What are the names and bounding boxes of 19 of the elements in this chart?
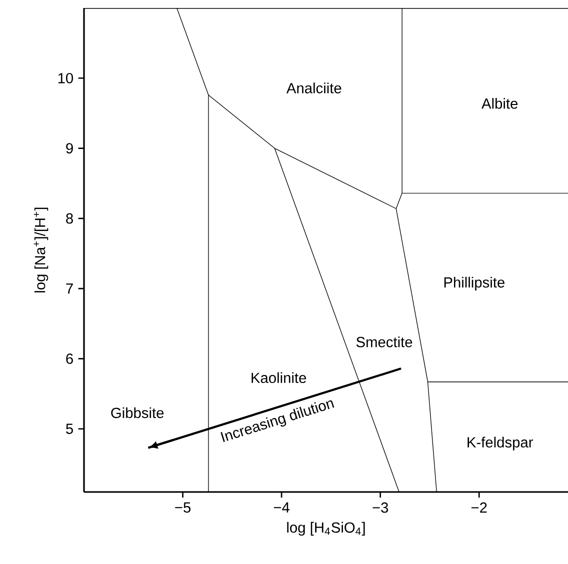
y-tick-label: 5 (66, 424, 73, 434)
y-tick-label: 7 (66, 284, 73, 294)
annotation: Smectite (356, 336, 412, 348)
x-tick-label: −3 (372, 502, 388, 513)
annotation: K-feldspar (468, 436, 534, 450)
x-axis-title: log [H$_{4}$SiO$_{4}$] (287, 522, 365, 536)
y-tick-label: 8 (66, 213, 73, 224)
y-axis-title: log [Na$^{+}$]/[H$^{+}$] (34, 208, 48, 292)
y-tick-label: 6 (66, 354, 73, 364)
annotation: Gibbsite (111, 407, 164, 418)
y-tick-label: 10 (58, 72, 74, 84)
annotation: Phillipsite (444, 276, 504, 290)
annotation: Kaolinite (252, 372, 306, 384)
x-tick-label: −4 (274, 502, 290, 512)
annotation: Albite (482, 98, 518, 109)
x-tick-label: −2 (471, 502, 487, 513)
x-tick-label: −5 (175, 502, 191, 513)
y-tick-label: 9 (66, 143, 73, 154)
annotation: Analciite (286, 82, 342, 94)
